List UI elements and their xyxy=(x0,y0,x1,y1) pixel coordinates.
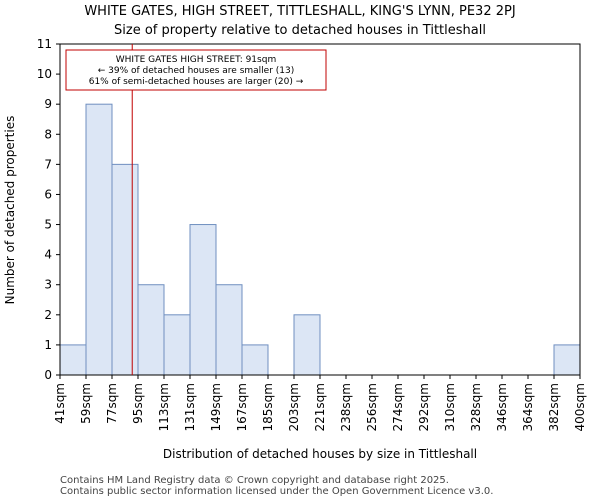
y-tick-label: 10 xyxy=(37,67,52,81)
x-tick-label: 185sqm xyxy=(261,383,275,431)
x-tick-label: 256sqm xyxy=(365,383,379,431)
y-tick-label: 2 xyxy=(44,308,52,322)
annotation-box: WHITE GATES HIGH STREET: 91sqm ← 39% of … xyxy=(65,49,327,91)
y-tick-label: 11 xyxy=(37,37,52,51)
x-tick-label: 131sqm xyxy=(183,383,197,431)
bars-group xyxy=(59,103,581,376)
bar-382sqm xyxy=(553,344,581,376)
x-tick-label: 274sqm xyxy=(391,383,405,431)
bar-149sqm xyxy=(215,284,243,376)
y-tick-label: 6 xyxy=(44,187,52,201)
annotation-line2: ← 39% of detached houses are smaller (13… xyxy=(98,66,295,76)
y-tick-label: 9 xyxy=(44,97,52,111)
y-tick-label: 7 xyxy=(44,157,52,171)
x-axis-label: Distribution of detached houses by size … xyxy=(163,447,477,461)
bar-41sqm xyxy=(59,344,87,376)
x-tick-label: 77sqm xyxy=(105,383,119,424)
x-tick-label: 238sqm xyxy=(339,383,353,431)
bar-113sqm xyxy=(163,314,191,376)
bar-59sqm xyxy=(85,103,113,376)
x-tick-label: 167sqm xyxy=(235,383,249,431)
x-tick-label: 328sqm xyxy=(469,383,483,431)
y-tick-label: 3 xyxy=(44,278,52,292)
y-tick-label: 5 xyxy=(44,218,52,232)
x-tick-label: 221sqm xyxy=(313,383,327,431)
y-axis-ticks: 0 1 2 3 4 5 6 7 8 9 10 11 xyxy=(37,37,60,382)
bar-131sqm xyxy=(189,224,217,376)
chart-title-line1: WHITE GATES, HIGH STREET, TITTLESHALL, K… xyxy=(84,4,515,19)
x-tick-label: 113sqm xyxy=(157,383,171,431)
x-tick-label: 59sqm xyxy=(79,383,93,424)
x-tick-label: 292sqm xyxy=(417,383,431,431)
x-tick-label: 41sqm xyxy=(53,383,67,424)
chart-title-line2: Size of property relative to detached ho… xyxy=(114,23,486,38)
bar-77sqm xyxy=(111,163,139,376)
bar-203sqm xyxy=(293,314,321,376)
footer-line1: Contains HM Land Registry data © Crown c… xyxy=(60,475,449,486)
x-tick-label: 400sqm xyxy=(573,383,587,431)
annotation-line3: 61% of semi-detached houses are larger (… xyxy=(89,77,304,87)
y-tick-label: 4 xyxy=(44,248,52,262)
x-tick-label: 382sqm xyxy=(547,383,561,431)
x-tick-label: 364sqm xyxy=(521,383,535,431)
bar-167sqm xyxy=(241,344,269,376)
x-tick-label: 149sqm xyxy=(209,383,223,431)
y-axis-label: Number of detached properties xyxy=(3,116,17,305)
footer-line2: Contains public sector information licen… xyxy=(60,486,493,497)
x-axis-ticks: 41sqm 59sqm 77sqm 95sqm 113sqm 131sqm 149sqm 16… xyxy=(53,375,587,431)
bar-95sqm xyxy=(137,284,165,376)
x-tick-label: 203sqm xyxy=(287,383,301,431)
y-tick-label: 0 xyxy=(44,368,52,382)
x-tick-label: 310sqm xyxy=(443,383,457,431)
annotation-frame xyxy=(65,49,327,91)
x-tick-label: 95sqm xyxy=(131,383,145,424)
y-tick-label: 1 xyxy=(44,338,52,352)
annotation-line1: WHITE GATES HIGH STREET: 91sqm xyxy=(116,55,276,65)
y-tick-label: 8 xyxy=(44,127,52,141)
x-tick-label: 346sqm xyxy=(495,383,509,431)
